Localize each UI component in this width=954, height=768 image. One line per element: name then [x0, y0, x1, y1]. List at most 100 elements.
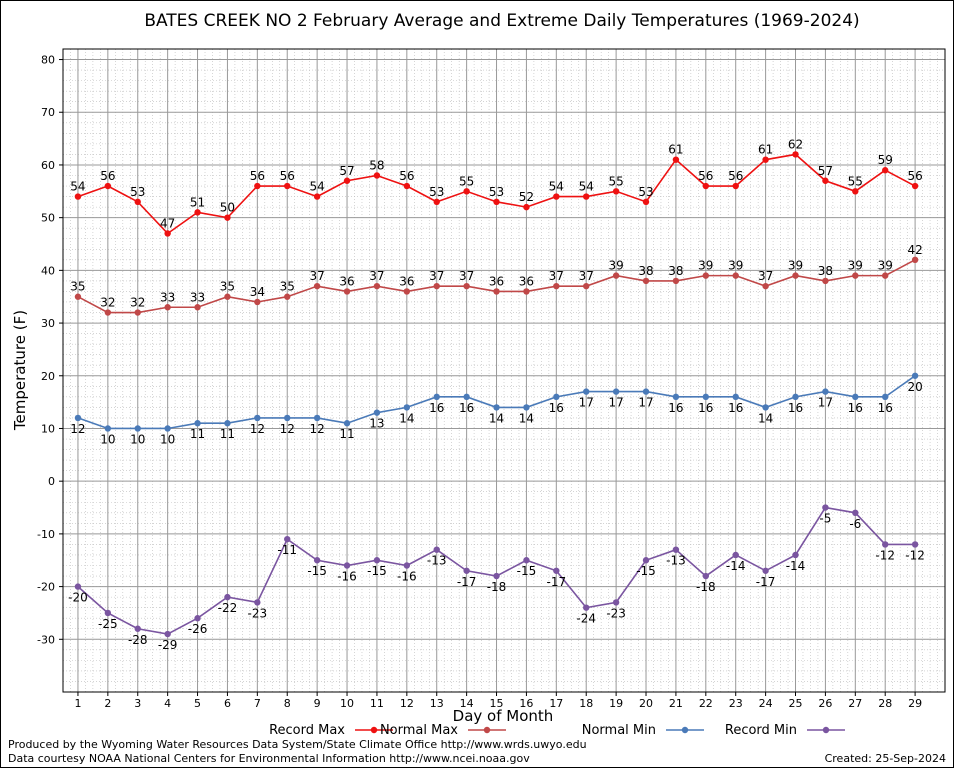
data-label: 10 — [160, 432, 175, 446]
data-label: 12 — [70, 422, 85, 436]
data-label: -5 — [819, 512, 831, 526]
data-point — [224, 214, 231, 221]
y-tick-label: -30 — [37, 633, 55, 646]
data-point — [463, 282, 470, 290]
data-label: -16 — [397, 570, 417, 584]
legend-label: Record Min — [725, 723, 797, 738]
data-point — [74, 193, 82, 200]
x-tick-label: 11 — [370, 697, 384, 710]
data-point — [313, 282, 321, 290]
data-label: -6 — [849, 517, 861, 531]
data-label: 54 — [579, 180, 594, 194]
data-label: 17 — [638, 396, 653, 410]
legend-swatch-marker — [483, 726, 491, 734]
data-point — [194, 420, 201, 427]
data-label: 36 — [339, 274, 354, 288]
y-axis-ticks: -30 -20 -10 0 10 20 30 40 50 60 70 80 — [37, 54, 63, 646]
data-label: 32 — [100, 296, 115, 310]
data-point — [523, 404, 530, 411]
data-point — [194, 209, 201, 216]
data-point — [224, 593, 231, 601]
y-tick-label: 20 — [41, 370, 55, 383]
data-point — [523, 288, 530, 295]
legend: Record Max Normal Max Normal Min Record Min — [269, 723, 845, 738]
data-label: 53 — [130, 185, 145, 199]
data-point — [493, 288, 500, 295]
data-label: 39 — [608, 259, 623, 273]
plot-border — [62, 48, 946, 693]
data-point — [463, 393, 470, 401]
data-label: 14 — [489, 411, 504, 425]
data-point — [612, 599, 620, 606]
data-point — [672, 393, 680, 401]
data-point — [762, 282, 769, 290]
data-point — [74, 414, 82, 422]
x-tick-label: 28 — [878, 697, 892, 710]
x-tick-label: 27 — [848, 697, 862, 710]
data-point — [254, 599, 261, 606]
y-tick-label: 30 — [41, 317, 55, 330]
data-label: 54 — [70, 180, 85, 194]
data-point — [911, 256, 919, 264]
data-label: 56 — [907, 169, 922, 183]
y-tick-label: 80 — [41, 54, 55, 67]
data-point — [882, 167, 889, 174]
data-point — [792, 272, 799, 279]
data-label: 16 — [429, 401, 444, 415]
data-label: 11 — [220, 427, 235, 441]
data-point — [882, 272, 889, 279]
data-point — [792, 393, 799, 401]
data-point — [583, 604, 590, 611]
x-tick-label: 1 — [74, 697, 81, 710]
x-tick-label: 3 — [134, 697, 141, 710]
data-label: 16 — [728, 401, 743, 415]
data-label: 57 — [339, 164, 354, 178]
data-label: 35 — [70, 280, 85, 294]
data-label: -15 — [367, 564, 387, 578]
data-label: 38 — [818, 264, 833, 278]
data-label: 50 — [220, 201, 235, 215]
data-point — [523, 203, 530, 211]
data-label: -15 — [636, 564, 656, 578]
data-label: -23 — [248, 606, 268, 620]
data-label: -17 — [547, 575, 567, 589]
data-label: 14 — [519, 411, 534, 425]
legend-label: Normal Max — [380, 723, 458, 738]
series-normal-max: 35 32 32 33 33 35 34 35 37 36 37 36 37 37 36 36 37 37 39 38… — [70, 243, 923, 316]
x-tick-label: 26 — [818, 697, 832, 710]
data-label: -14 — [726, 559, 746, 573]
series-record-min: -20-25-28 -29-26-22 -23-11-15 -16 -15 -16-13-… — [68, 504, 925, 652]
data-label: 16 — [698, 401, 713, 415]
data-point — [882, 393, 889, 401]
data-point — [403, 404, 411, 411]
data-label: 36 — [519, 274, 534, 288]
legend-swatch-marker — [370, 726, 378, 734]
data-point — [284, 535, 291, 543]
data-point — [852, 272, 859, 279]
x-tick-label: 16 — [519, 697, 533, 710]
data-label: -13 — [666, 554, 686, 568]
data-label: 20 — [907, 380, 922, 394]
data-label: -17 — [756, 575, 776, 589]
data-point — [254, 414, 261, 422]
data-label: 37 — [309, 269, 324, 283]
data-point — [433, 198, 440, 206]
data-label: 52 — [519, 190, 534, 204]
data-label: -17 — [457, 575, 477, 589]
data-point — [523, 557, 530, 564]
data-point — [822, 504, 829, 511]
data-label: 10 — [100, 432, 115, 446]
x-tick-label: 12 — [400, 697, 414, 710]
data-label: 61 — [758, 143, 773, 157]
data-point — [284, 182, 291, 190]
data-label: 39 — [728, 259, 743, 273]
data-label: 36 — [399, 274, 414, 288]
data-label: 54 — [309, 180, 324, 194]
data-point — [792, 151, 799, 158]
data-label: 47 — [160, 216, 175, 230]
data-label: 56 — [728, 169, 743, 183]
data-point — [164, 630, 171, 638]
data-label: 56 — [280, 169, 295, 183]
x-tick-label: 13 — [430, 697, 444, 710]
